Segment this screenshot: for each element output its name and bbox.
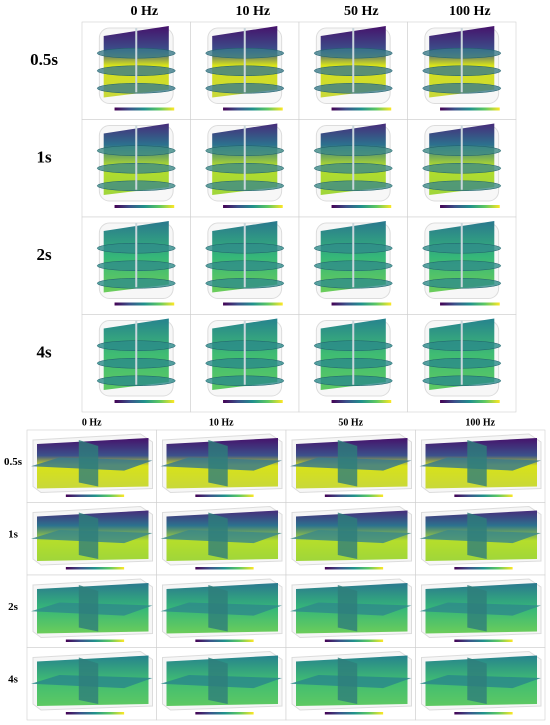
colorbar [440,205,500,208]
simulation-image [407,216,517,315]
colorbar [331,107,392,111]
simulation-image [26,574,157,648]
simulation-image [285,502,416,576]
row-label: 1s [36,147,52,166]
simulation-image [415,647,546,721]
colorbar [454,567,513,570]
colorbar [440,400,500,403]
column-header: 0 Hz [130,4,158,19]
simulation-image [285,429,416,503]
row-label: 1s [8,529,19,541]
colorbar [114,205,175,208]
colorbar [454,712,513,715]
image-grid [26,21,546,721]
simulation-image [26,647,157,721]
colorbar [223,400,283,403]
cross-plane [467,512,487,559]
column-header: 100 Hz [465,417,495,428]
cross-plane [208,585,228,632]
colorbar [114,302,175,306]
row-label: 4s [36,342,52,361]
colorbar [331,302,392,306]
colorbar [440,107,500,111]
simulation-image [298,21,408,120]
simulation-image [415,502,546,576]
colorbar [65,567,125,570]
colorbar [195,639,254,642]
column-header: 100 Hz [449,4,491,19]
cross-plane [78,440,99,487]
colorbar [324,639,384,642]
column-header: 10 Hz [235,4,270,19]
cross-plane [337,512,358,559]
simulation-image [156,647,287,721]
labels: 0 Hz 10 Hz 50 Hz 100 Hz 0.5s 1s 2s 4s 0 Hz 10 Hz 5… [4,4,496,685]
simulation-image [415,429,546,503]
colorbar [223,107,283,111]
row-label: 2s [36,245,52,264]
colorbar [195,567,254,570]
column-header: 10 Hz [209,417,234,428]
simulation-image [415,574,546,648]
cross-plane [208,440,228,487]
simulation-image [26,429,157,503]
simulation-image [298,216,408,315]
cross-plane [78,512,99,559]
colorbar [331,400,392,403]
row-label: 0.5s [30,50,58,69]
simulation-image [156,574,287,648]
row-label: 4s [8,674,19,686]
colorbar [324,712,384,715]
simulation-image [190,314,300,413]
colorbar [114,107,175,111]
column-header: 0 Hz [82,417,102,428]
simulation-image [190,119,300,218]
colorbar [331,205,392,208]
colorbar [223,205,283,208]
cross-plane [467,585,487,632]
colorbar [65,494,125,497]
simulation-image [156,502,287,576]
cross-plane [467,440,487,487]
cross-plane [208,657,228,704]
simulation-image [81,21,191,120]
simulation-image [298,314,408,413]
colorbar [223,302,283,306]
cross-plane [337,440,358,487]
simulation-image [81,119,191,218]
colorbar [65,639,125,642]
colorbar [454,494,513,497]
colorbar [324,567,384,570]
cross-plane [337,657,358,704]
column-header: 50 Hz [344,4,379,19]
simulation-image [81,314,191,413]
simulation-image [81,216,191,315]
simulation-image [298,119,408,218]
colorbar [195,494,254,497]
colorbar [195,712,254,715]
row-label: 2s [8,601,19,613]
colorbar [440,302,500,306]
simulation-image [190,216,300,315]
colorbar [324,494,384,497]
cross-plane [208,512,228,559]
simulation-image [156,429,287,503]
simulation-image [26,502,157,576]
colorbar [114,400,175,403]
simulation-image [407,314,517,413]
simulation-image [285,647,416,721]
cross-plane [337,585,358,632]
colorbar [65,712,125,715]
row-label: 0.5s [4,456,23,468]
simulation-image [407,119,517,218]
simulation-image [407,21,517,120]
cross-plane [467,657,487,704]
simulation-image [285,574,416,648]
cross-plane [78,585,99,632]
colorbar [454,639,513,642]
column-header: 50 Hz [338,417,363,428]
simulation-image [190,21,300,120]
cross-plane [78,657,99,704]
